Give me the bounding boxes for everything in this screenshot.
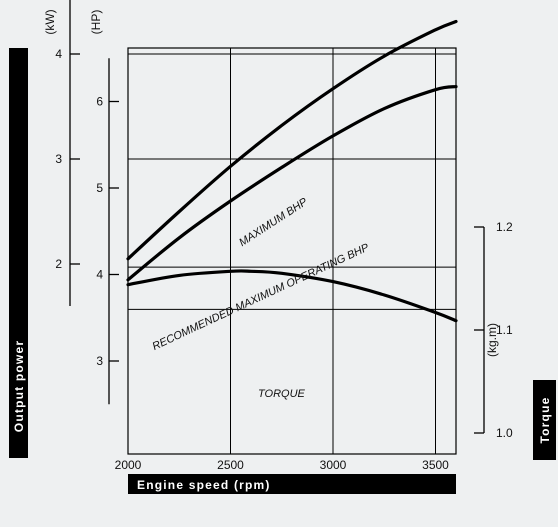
unit-hp: (HP) [89,10,103,35]
hp-tick-5: 5 [96,181,103,195]
hp-tick-4: 4 [96,268,103,282]
x-tick-2500: 2500 [217,458,244,472]
x-tick-3000: 3000 [320,458,347,472]
curves [126,19,458,323]
plot-area [127,47,457,455]
torque-tick-1.1: 1.1 [496,323,513,337]
engine-speed-label: Engine speed (rpm) [137,478,271,492]
axes: 2000250030003500234534561.01.11.2 [55,0,513,472]
kw-tick-4: 4 [55,47,62,61]
hp-tick-3: 3 [96,354,103,368]
engine-speed-bar [128,474,456,494]
label-torque: TORQUE [258,388,306,400]
torque-tick-1.0: 1.0 [496,426,513,440]
output-power-bar [9,48,28,458]
curve-recommended-bhp [126,85,458,282]
kw-tick-3: 3 [55,152,62,166]
curve-torque [126,269,458,323]
curve-maximum-bhp [126,19,458,261]
hp-tick-6: 6 [96,95,103,109]
output-power-label: Output power [12,340,26,432]
torque-tick-1.2: 1.2 [496,220,513,234]
kw-tick-2: 2 [55,257,62,271]
gridlines [128,48,456,454]
unit-kgm: (kg.m) [485,323,499,357]
unit-kw: (kW) [43,9,57,34]
x-tick-2000: 2000 [115,458,142,472]
torque-bar [533,380,556,460]
torque-label: Torque [538,397,552,444]
x-tick-3500: 3500 [422,458,449,472]
